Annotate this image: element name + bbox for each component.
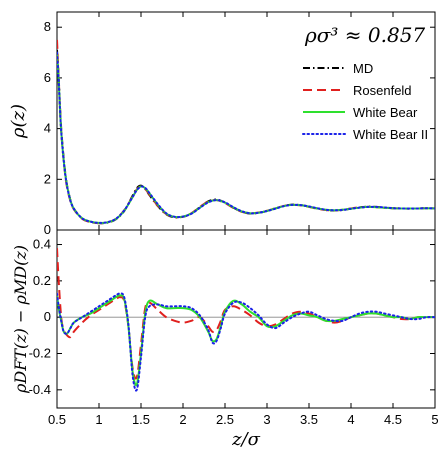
bottom-y-tick-label--0.4: -0.4	[29, 382, 51, 397]
bottom-y-axis: -0.4 -0.2 0 0.2 0.4	[29, 237, 435, 397]
bottom-panel: -0.4 -0.2 0 0.2 0.4 0.5 1 1.5 2 2.5 3 3.5 4 4.5 5 z/σ…	[11, 12, 439, 450]
bottom-series-rosenfeld	[57, 248, 435, 380]
x-tick-label-0.5: 0.5	[48, 412, 66, 427]
top-y-tick-label-8: 8	[44, 19, 51, 34]
bottom-y-tick-label-0.4: 0.4	[33, 237, 51, 252]
x-tick-label-1: 1	[95, 412, 102, 427]
top-y-axis: 0 2 4 6 8	[44, 19, 435, 237]
x-tick-label-2: 2	[179, 412, 186, 427]
x-tick-label-5: 5	[431, 412, 438, 427]
top-panel: 0 2 4 6 8 ρσ³ ≈ 0.857 MD Rosenfeld White Bear W…	[8, 11, 436, 237]
legend-label-white-bear-ii: White Bear II	[353, 127, 428, 142]
x-tick-label-3: 3	[263, 412, 270, 427]
x-tick-label-3.5: 3.5	[300, 412, 318, 427]
top-y-tick-label-4: 4	[44, 121, 51, 136]
x-tick-label-4.5: 4.5	[384, 412, 402, 427]
bottom-y-tick-label-0: 0	[44, 309, 51, 324]
legend: MD Rosenfeld White Bear White Bear II	[302, 61, 428, 142]
legend-label-md: MD	[353, 61, 373, 76]
top-series-white-bear-ii	[57, 51, 435, 224]
bottom-series-group	[57, 248, 435, 392]
top-series-group	[57, 39, 435, 225]
bottom-series-white-bear	[57, 294, 435, 387]
top-y-tick-label-0: 0	[44, 222, 51, 237]
legend-label-rosenfeld: Rosenfeld	[353, 83, 412, 98]
x-tick-label-4: 4	[347, 412, 354, 427]
top-y-axis-label: ρ(z)	[8, 104, 29, 139]
bottom-y-axis-label: ρDFT(z) − ρMD(z)	[11, 245, 30, 394]
bottom-y-tick-label-0.2: 0.2	[33, 273, 51, 288]
top-y-tick-label-6: 6	[44, 70, 51, 85]
top-annotation: ρσ³ ≈ 0.857	[304, 23, 425, 47]
bottom-series-white-bear-ii	[57, 292, 435, 392]
x-tick-label-2.5: 2.5	[216, 412, 234, 427]
x-tick-label-1.5: 1.5	[132, 412, 150, 427]
legend-label-white-bear: White Bear	[353, 105, 418, 120]
x-axis-label: z/σ	[231, 429, 261, 450]
bottom-y-tick-label--0.2: -0.2	[29, 346, 51, 361]
bottom-plot-frame	[56, 229, 436, 409]
top-y-tick-label-2: 2	[44, 171, 51, 186]
x-axis: 0.5 1 1.5 2 2.5 3 3.5 4 4.5 5	[48, 12, 439, 427]
